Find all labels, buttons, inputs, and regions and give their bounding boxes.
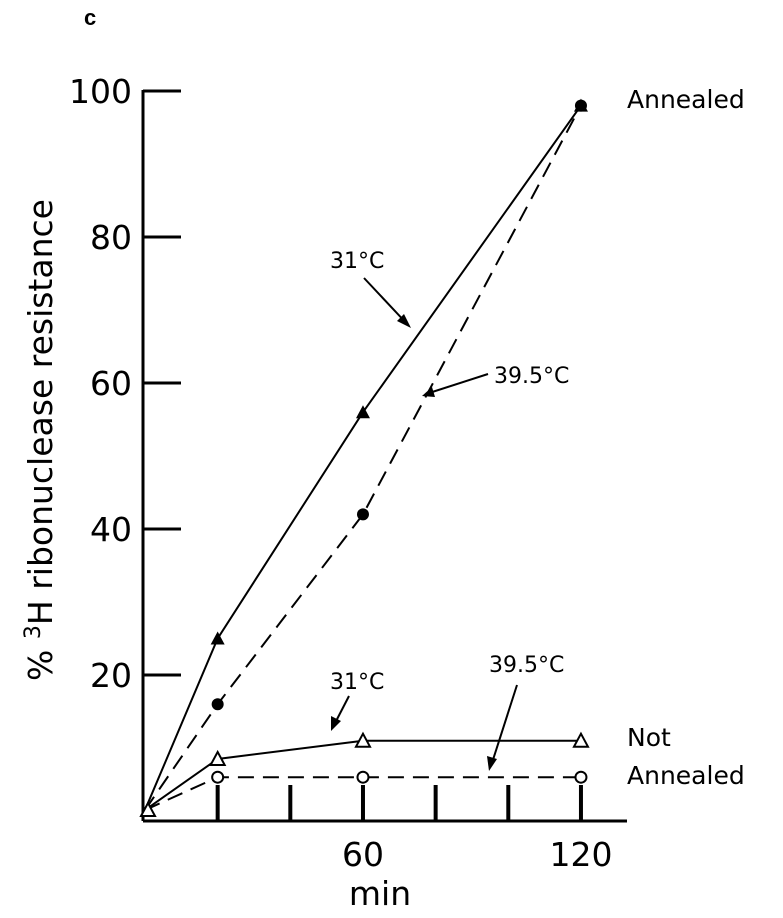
annotations: Annealed Not Annealed 31°C 39.5°C 31°C 3… [330,85,745,790]
y-axis-title-prefix: % [21,639,60,681]
marker-not-annealed-39.5 [574,770,588,784]
arrowhead-395-lower [487,756,497,771]
arrow-395-lower [490,684,518,767]
marker-annealed-39.5 [211,698,224,711]
annealed-label: Annealed [627,85,745,114]
markers [139,98,590,818]
y-ticks: 20 40 60 80 100 [69,72,181,695]
x-ticks: 60 120 [215,785,612,874]
temp-395-lower-label: 39.5°C [489,653,564,678]
marker-not-annealed-31 [208,749,227,766]
marker-not-annealed-31 [354,731,372,748]
y-tick-label: 20 [90,656,132,695]
panel-label: c [84,5,96,30]
marker-annealed-31 [210,631,225,645]
arrowhead-31-upper [397,314,411,328]
marker-origin [139,800,157,818]
arrowhead-395-upper [422,387,435,397]
y-tick-label: 40 [90,510,132,549]
series-line-not-annealed-31 [144,739,581,811]
not-annealed-label-1: Not [627,723,671,752]
temp-31-upper-label: 31°C [330,249,384,274]
temp-31-lower-label: 31°C [330,670,384,695]
y-tick-label: 80 [90,218,132,257]
series-line-not-annealed-39.5 [144,776,581,811]
y-axis-title: % 3H ribonuclease resistance [21,199,60,681]
marker-annealed-31 [355,405,370,419]
y-axis-title-sup: 3 [21,625,46,639]
marker-not-annealed-39.5 [211,770,225,784]
series-line-annealed-39.5 [144,105,582,811]
x-tick-label: 60 [342,835,384,874]
y-tick-label: 60 [90,364,132,403]
arrowhead-31-lower [331,716,341,731]
temp-395-upper-label: 39.5°C [494,364,569,389]
y-axis-title-rest: H ribonuclease resistance [21,199,60,625]
x-axis-title: min [349,874,411,913]
marker-annealed-39.5 [356,508,369,521]
x-tick-label: 120 [549,835,612,874]
not-annealed-label-2: Annealed [627,761,745,790]
series [144,105,582,811]
marker-not-annealed-39.5 [356,770,370,784]
marker-not-annealed-31 [572,731,590,748]
arrow-395-upper [425,373,489,395]
y-tick-label: 100 [69,72,132,111]
marker-annealed-39.5 [574,99,587,112]
axes [141,90,627,823]
series-line-annealed-31 [144,105,582,811]
